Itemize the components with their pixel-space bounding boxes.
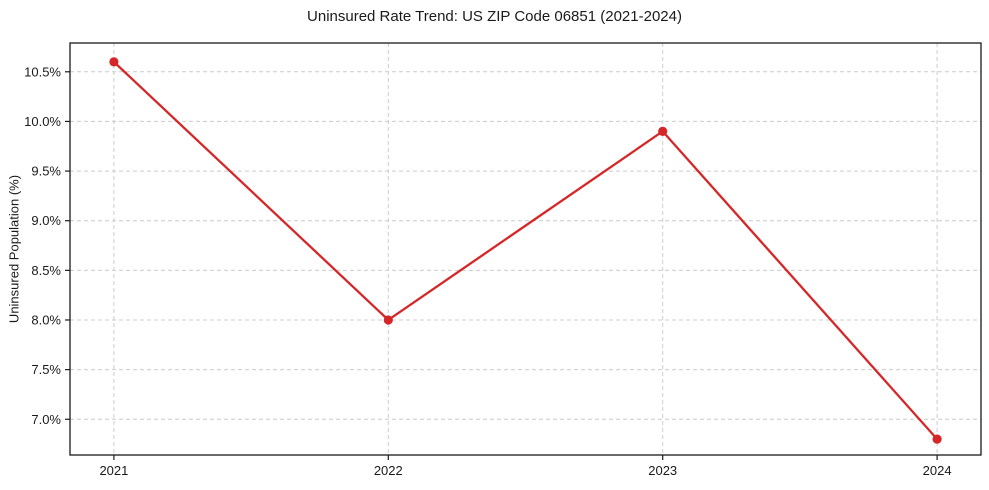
x-tick-label: 2022	[374, 463, 403, 478]
y-tick-label: 9.5%	[31, 164, 61, 179]
y-tick-label: 7.0%	[31, 412, 61, 427]
plot-border	[69, 42, 982, 456]
y-tick-label: 7.5%	[31, 362, 61, 377]
y-tick-label: 8.5%	[31, 263, 61, 278]
data-point	[658, 126, 668, 136]
x-tick-label: 2024	[923, 463, 952, 478]
x-tick-label: 2021	[99, 463, 128, 478]
trend-line	[112, 60, 939, 441]
x-tick-label: 2023	[648, 463, 677, 478]
y-tick-label: 10.0%	[24, 114, 61, 129]
data-point	[383, 315, 393, 325]
chart-title: Uninsured Rate Trend: US ZIP Code 06851 …	[307, 8, 682, 25]
y-tick-label: 10.5%	[24, 64, 61, 79]
y-tick-label: 9.0%	[31, 213, 61, 228]
data-point	[932, 434, 942, 444]
y-tick-label: 8.0%	[31, 312, 61, 327]
data-point	[109, 57, 119, 67]
